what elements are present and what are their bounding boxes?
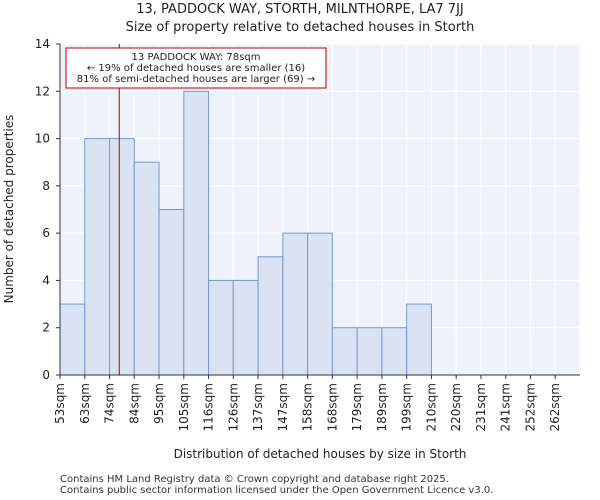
bar-116sqm xyxy=(208,279,234,376)
x-axis-label: Distribution of detached houses by size … xyxy=(174,447,467,461)
bar-95sqm xyxy=(158,209,185,376)
x-tick-label: 220sqm xyxy=(449,383,463,431)
x-tick-label: 189sqm xyxy=(375,383,389,431)
bar-84sqm xyxy=(133,161,160,376)
bar-74sqm xyxy=(109,138,135,376)
x-tick-label: 63sqm xyxy=(78,383,92,424)
bar-147sqm xyxy=(282,232,309,376)
bar-199sqm xyxy=(406,303,432,376)
y-tick-label: 6 xyxy=(42,226,50,240)
x-tick-label: 158sqm xyxy=(301,383,315,431)
x-tick-label: 168sqm xyxy=(325,383,339,431)
bar-63sqm xyxy=(84,138,111,376)
annotation-line: ← 19% of detached houses are smaller (16… xyxy=(87,63,305,74)
x-tick-label: 53sqm xyxy=(53,383,67,424)
y-axis-label: Number of detached properties xyxy=(2,115,16,304)
x-tick-label: 262sqm xyxy=(548,383,562,431)
footer-line-1: Contains HM Land Registry data © Crown c… xyxy=(60,474,449,485)
x-tick-label: 147sqm xyxy=(276,383,290,431)
bar-168sqm xyxy=(331,327,358,376)
y-tick-label: 10 xyxy=(35,132,50,146)
y-tick-label: 8 xyxy=(42,179,50,193)
y-tick-label: 0 xyxy=(42,368,50,382)
x-tick-label: 231sqm xyxy=(474,383,488,431)
bar-126sqm xyxy=(232,279,259,376)
bar-158sqm xyxy=(307,232,333,376)
annotation-box xyxy=(65,47,327,89)
bar-189sqm xyxy=(381,327,408,376)
property-marker: 13 PADDOCK WAY: 78sqm← 19% of detached h… xyxy=(65,44,327,375)
annotation-line: 81% of semi-detached houses are larger (… xyxy=(77,74,315,85)
bar-105sqm xyxy=(183,90,210,376)
x-tick-label: 116sqm xyxy=(202,383,216,431)
x-tick-label: 137sqm xyxy=(251,383,265,431)
axes: 0 2 4 6 8 10 12 14 53sqm 63sqm 74sqm 84sqm 95sqm 105s… xyxy=(35,37,580,431)
x-tick-label: 95sqm xyxy=(152,383,166,424)
x-tick-label: 84sqm xyxy=(127,383,141,424)
chart-subtitle: Size of property relative to detached ho… xyxy=(125,20,475,35)
x-tick-label: 105sqm xyxy=(177,383,191,431)
y-tick-label: 2 xyxy=(42,321,50,335)
x-tick-label: 241sqm xyxy=(499,383,513,431)
annotation-line: 13 PADDOCK WAY: 78sqm xyxy=(132,52,261,63)
x-tick-label: 210sqm xyxy=(424,383,438,431)
y-tick-label: 14 xyxy=(35,37,50,51)
x-tick-label: 199sqm xyxy=(400,383,414,431)
bar-179sqm xyxy=(356,327,383,376)
y-tick-label: 12 xyxy=(35,84,50,98)
footer-line-2: Contains public sector information licen… xyxy=(60,485,494,496)
x-tick-label: 252sqm xyxy=(523,383,537,431)
x-tick-label: 179sqm xyxy=(350,383,364,431)
bar-53sqm xyxy=(59,303,86,376)
bars xyxy=(59,90,432,376)
bar-137sqm xyxy=(257,256,284,376)
x-tick-label: 126sqm xyxy=(226,383,240,431)
x-tick-label: 74sqm xyxy=(103,383,117,424)
y-tick-label: 4 xyxy=(42,273,50,287)
chart-title: 13, PADDOCK WAY, STORTH, MILNTHORPE, LA7… xyxy=(136,2,464,17)
